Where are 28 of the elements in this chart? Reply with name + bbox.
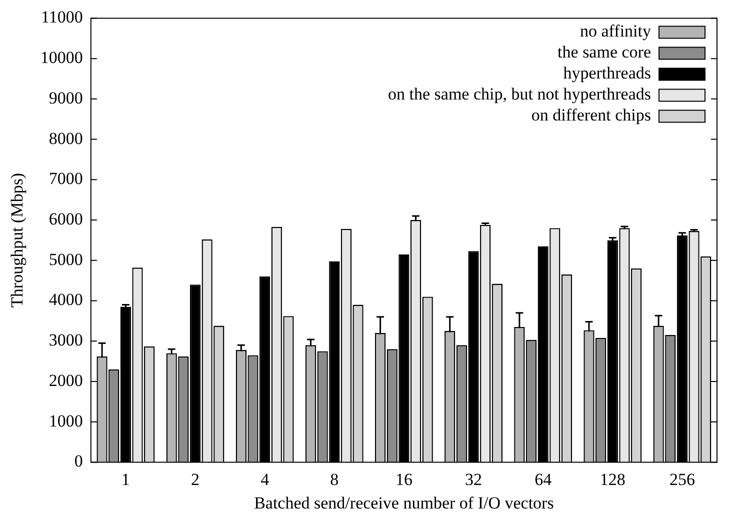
x-tick-label: 1: [121, 470, 130, 489]
y-tick-label: 5000: [48, 250, 83, 269]
x-axis-title: Batched send/receive number of I/O vectors: [254, 493, 554, 512]
y-tick-label: 11000: [41, 8, 83, 27]
x-tick-label: 16: [395, 470, 412, 489]
x-tick-label: 256: [669, 470, 695, 489]
y-tick-label: 10000: [40, 48, 83, 68]
x-tick-label: 32: [465, 470, 482, 489]
y-tick-label: 2000: [48, 370, 83, 390]
y-tick-label: 8000: [48, 128, 83, 148]
x-tick-label: 64: [534, 470, 552, 489]
legend-label: on different chips: [531, 106, 651, 125]
y-tick-label: 6000: [48, 209, 83, 228]
legend-label: no affinity: [580, 22, 652, 41]
legend-label: on the same chip, but not hyperthreads: [388, 84, 651, 104]
y-tick-label: 3000: [48, 330, 83, 350]
y-axis-title: Throughput (Mbps): [8, 172, 27, 308]
y-tick-label: 4000: [48, 290, 83, 310]
legend-label: hyperthreads: [563, 64, 651, 83]
x-tick-label: 128: [600, 470, 626, 489]
x-tick-label: 2: [191, 470, 200, 489]
x-tick-label: 8: [330, 470, 339, 489]
y-tick-label: 0: [74, 452, 83, 471]
x-tick-label: 4: [260, 470, 270, 489]
legend-label: the same core: [558, 42, 651, 62]
y-tick-label: 1000: [48, 411, 83, 430]
y-tick-label: 9000: [48, 88, 83, 108]
y-tick-label: 7000: [48, 169, 83, 188]
